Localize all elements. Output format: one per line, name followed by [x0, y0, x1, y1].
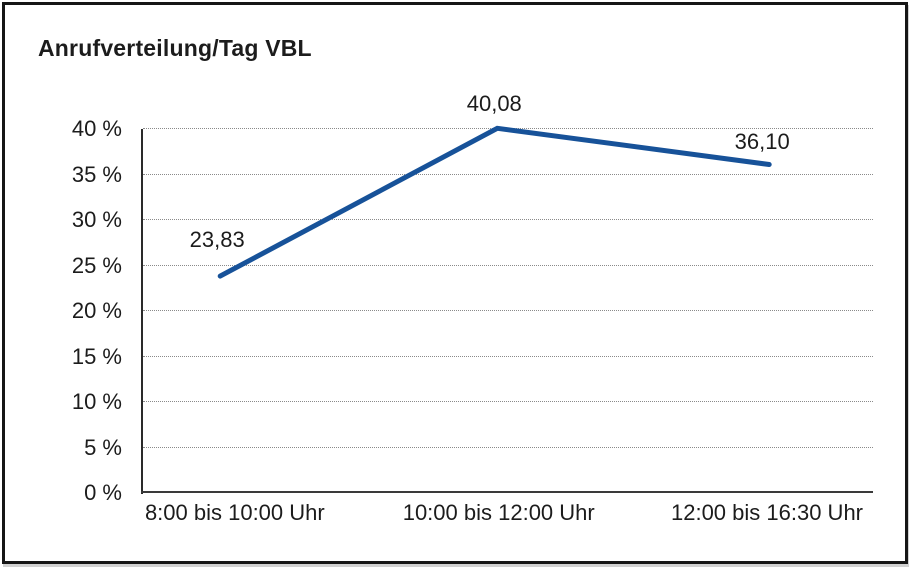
line-series [217, 125, 772, 279]
y-axis-label: 20 % [71, 298, 122, 323]
y-axis-label: 10 % [71, 389, 122, 414]
chart-title: Anrufverteilung/Tag VBL [38, 35, 312, 61]
gridline-25 [143, 264, 873, 266]
x-axis-label: 12:00 bis 16:30 Uhr [670, 500, 864, 525]
x-axis-label: 8:00 bis 10:00 Uhr [144, 500, 325, 525]
y-axis-label: 35 % [71, 161, 122, 187]
gridline-10 [143, 401, 873, 402]
chart-frame [2, 2, 908, 564]
line-series-plot [217, 125, 772, 279]
y-axis-label: 5 % [84, 434, 122, 460]
y-axis-label: 0 % [84, 480, 122, 505]
gridline-20 [143, 310, 873, 311]
y-axis-label: 25 % [71, 252, 122, 278]
x-axis-line [141, 491, 873, 493]
y-axis-label: 30 % [71, 207, 122, 232]
data-label: 36,10 [734, 129, 790, 155]
y-axis-label: 15 % [71, 343, 122, 369]
data-label: 40,08 [466, 91, 522, 117]
y-axis-line [141, 129, 143, 494]
data-label: 23,83 [189, 227, 245, 253]
y-axis-label: 40 % [71, 116, 122, 141]
gridline-35 [143, 173, 873, 175]
gridline-5 [143, 446, 873, 448]
gridline-15 [143, 355, 873, 357]
x-axis-label: 10:00 bis 12:00 Uhr [402, 500, 595, 525]
gridline-30 [143, 219, 873, 220]
